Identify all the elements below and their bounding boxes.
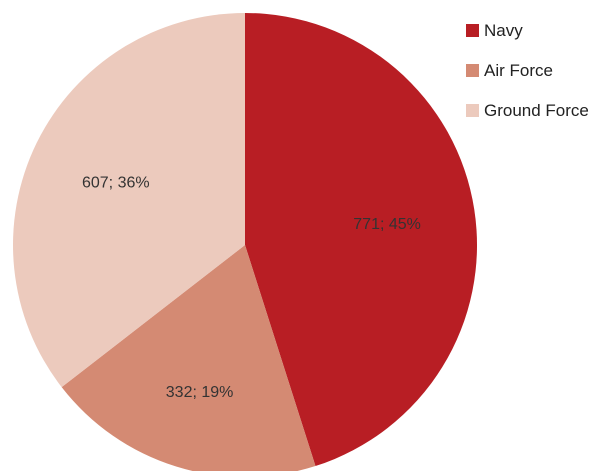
slice-label-ground-force: 607; 36%	[82, 175, 150, 192]
pie-slice-air-force	[61, 245, 316, 471]
pie-slice-labels: 771; 45% 332; 19% 607; 36%	[82, 175, 421, 402]
legend-label-navy: Navy	[484, 21, 523, 40]
legend-swatch-ground-force	[466, 104, 479, 117]
slice-label-air-force: 332; 19%	[166, 384, 234, 401]
legend-swatch-air-force	[466, 64, 479, 77]
legend: Navy Air Force Ground Force	[466, 21, 589, 120]
pie-slice-ground-force	[13, 12, 246, 388]
pie-slices	[13, 12, 478, 471]
legend-swatch-navy	[466, 24, 479, 37]
legend-label-ground-force: Ground Force	[484, 101, 589, 120]
slice-label-navy: 771; 45%	[353, 216, 421, 233]
legend-label-air-force: Air Force	[484, 61, 553, 80]
pie-slice-navy	[245, 13, 478, 467]
